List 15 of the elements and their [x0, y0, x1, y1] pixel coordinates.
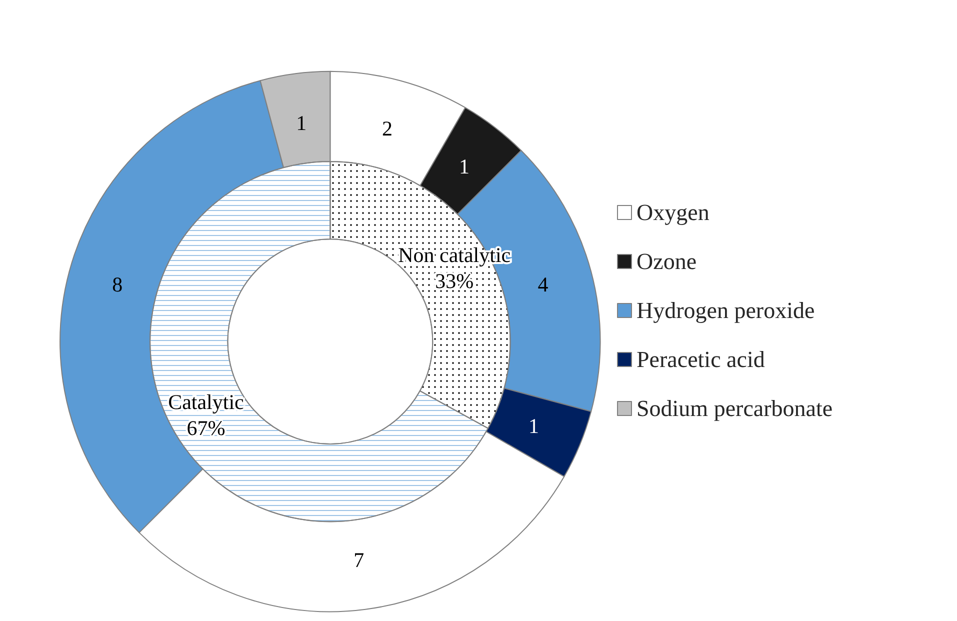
legend-label: Hydrogen peroxide [636, 298, 815, 323]
data-label: 1 [528, 414, 539, 438]
legend-label: Oxygen [636, 200, 710, 225]
data-label: 1 [296, 111, 307, 136]
data-label: 2 [382, 116, 392, 141]
legend-label: Ozone [636, 249, 697, 274]
data-label: 67% [186, 416, 226, 440]
data-label: 1 [459, 154, 470, 179]
legend-label: Sodium percarbonate [636, 396, 833, 421]
data-label: 33% [435, 269, 474, 294]
data-label: 4 [538, 272, 549, 297]
data-label: 8 [112, 272, 123, 297]
data-label: 7 [354, 548, 364, 572]
legend-label: Peracetic acid [636, 347, 766, 372]
slice-label: Catalytic [168, 390, 244, 414]
